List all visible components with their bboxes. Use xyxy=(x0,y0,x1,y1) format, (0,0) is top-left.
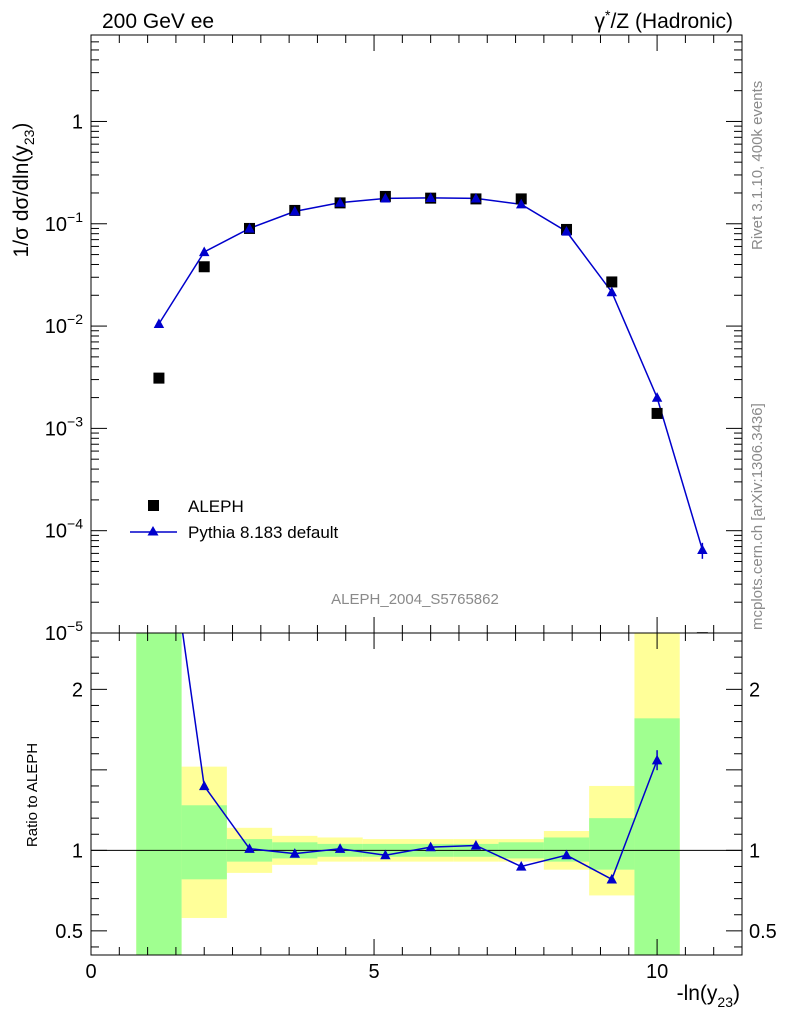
mc-point xyxy=(425,192,436,203)
legend-pythia-marker xyxy=(147,526,159,536)
mc-point xyxy=(470,192,482,203)
ratio-y-tick-label-left: 0.5 xyxy=(55,921,83,943)
ratio-mc-point xyxy=(198,780,210,791)
rivet-label: Rivet 3.1.10, 400k events xyxy=(749,81,766,250)
ratio-mc-point xyxy=(289,848,301,858)
y-tick-label: 10−2 xyxy=(45,311,83,338)
y-tick-label: 10−5 xyxy=(45,618,83,645)
ratio-frame xyxy=(90,632,743,956)
mc-point xyxy=(153,318,165,329)
ratio-y-tick-label-right: 0.5 xyxy=(749,921,777,943)
y-tick-label: 10−4 xyxy=(45,516,83,543)
ratio-mc-point xyxy=(561,849,572,860)
legend: ALEPH Pythia 8.183 default xyxy=(130,497,339,542)
legend-pythia-label: Pythia 8.183 default xyxy=(188,523,339,542)
mc-point xyxy=(380,192,391,203)
main-frame xyxy=(90,34,743,634)
x-tick-label: 10 xyxy=(646,961,668,983)
uncertainty-band-inner xyxy=(136,633,182,955)
data-point xyxy=(696,632,708,633)
legend-entry-pythia: Pythia 8.183 default xyxy=(130,523,339,542)
data-point xyxy=(606,276,618,288)
y-tick-label: 10−3 xyxy=(45,413,83,440)
ratio-mc-point xyxy=(244,843,255,853)
x-tick-label: 0 xyxy=(85,961,96,983)
ratio-mc-point xyxy=(470,840,482,850)
main-panel: 10−5 10−4 10−3 10−2 10−1 1 xyxy=(45,34,743,645)
mcplots-label: mcplots.cern.ch [arXiv:1306.3436] xyxy=(749,403,766,630)
mc-point xyxy=(334,197,346,207)
mc-point xyxy=(697,544,708,554)
data-point xyxy=(651,407,663,419)
ratio-y-axis-label: Ratio to ALEPH xyxy=(24,743,41,847)
ratio-mc-point xyxy=(651,754,663,765)
legend-aleph-label: ALEPH xyxy=(188,497,244,516)
ratio-y-tick-label-right: 1 xyxy=(749,840,760,862)
y-tick-label: 1 xyxy=(72,111,83,133)
mc-point xyxy=(561,226,572,236)
uncertainty-band-inner xyxy=(589,818,635,870)
mc-point xyxy=(198,246,210,257)
data-point xyxy=(198,261,210,273)
mc-point xyxy=(516,198,527,209)
mc-point xyxy=(651,392,663,402)
legend-aleph-marker xyxy=(148,500,159,511)
ratio-y-tick-label-left: 1 xyxy=(72,840,83,862)
data-point xyxy=(153,372,165,384)
uncertainty-band-inner xyxy=(181,805,227,880)
ratio-mc-point xyxy=(380,849,391,860)
header-left: 200 GeV ee xyxy=(102,10,214,33)
y-tick-label: 10−1 xyxy=(45,209,83,236)
mc-point xyxy=(289,205,301,216)
ratio-mc-point xyxy=(334,843,346,853)
x-tick-label: 5 xyxy=(368,961,379,983)
header-right: γ*/Z (Hadronic) xyxy=(595,7,733,33)
ratio-y-tick-label-right: 2 xyxy=(749,679,760,701)
legend-entry-aleph: ALEPH xyxy=(148,497,244,516)
ratio-mc-point xyxy=(425,841,436,852)
main-y-axis-label: 1/σ dσ/dln(y23) xyxy=(10,123,37,258)
mc-point xyxy=(244,222,255,233)
ratio-mc-line xyxy=(181,633,658,881)
x-axis-label: -ln(y23) xyxy=(677,982,740,1010)
ratio-mc-point xyxy=(516,860,527,871)
ratio-y-tick-label-left: 2 xyxy=(72,679,83,701)
ratio-mc-point xyxy=(606,873,618,884)
ratio-panel: 0.5 0.5 1 1 2 2 0 5 10 xyxy=(55,632,777,983)
mc-point xyxy=(606,286,618,297)
analysis-id: ALEPH_2004_S5765862 xyxy=(331,591,499,608)
